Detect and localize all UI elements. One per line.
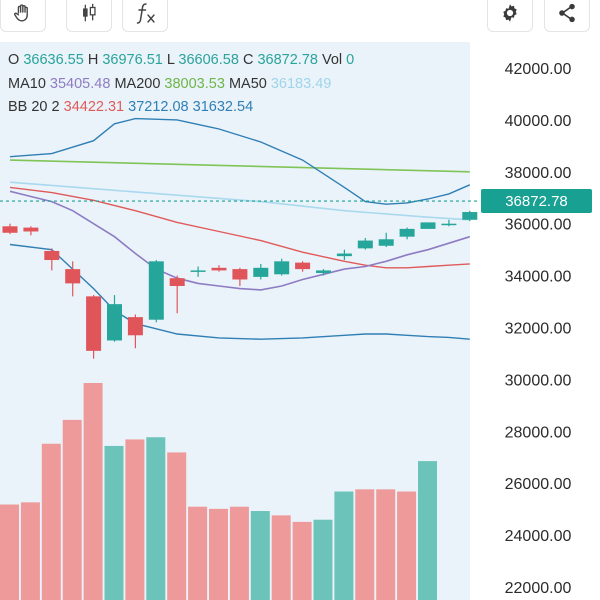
- candle-body: [378, 239, 394, 246]
- bb-lower-value: 31632.54: [192, 99, 254, 115]
- candle-body: [107, 304, 122, 341]
- bb-lower-line: [9, 243, 470, 340]
- candle-body: [253, 267, 269, 277]
- open-value: 36636.55: [23, 52, 84, 68]
- hand-tool-button[interactable]: [0, 0, 46, 32]
- y-axis-label: 24000.00: [505, 528, 572, 545]
- bb-upper-line: [9, 117, 471, 205]
- y-axis-label: 36000.00: [505, 217, 572, 234]
- settings-button[interactable]: [487, 0, 533, 32]
- candle-body: [420, 222, 436, 229]
- hand-icon: [14, 3, 28, 21]
- open-label: O: [8, 52, 20, 68]
- candlestick-tool-button[interactable]: [66, 0, 112, 32]
- ma200-label: MA200: [114, 76, 161, 92]
- volume-bar: [271, 515, 291, 600]
- share-button[interactable]: [544, 0, 590, 32]
- high-value: 36976.51: [102, 52, 163, 68]
- volume-bar: [397, 491, 417, 600]
- vol-label: Vol: [321, 52, 343, 68]
- candle-body: [169, 278, 185, 286]
- bb-mid-line: [9, 186, 470, 269]
- candlestick-icon: [83, 3, 96, 21]
- candle-body: [211, 267, 227, 271]
- y-axis-label: 40000.00: [505, 113, 572, 130]
- ma10-label: MA10: [8, 76, 46, 92]
- ma10-line: [9, 190, 471, 291]
- function-icon: [136, 2, 155, 24]
- volume-bar: [418, 461, 437, 600]
- volume-bar: [250, 511, 270, 600]
- candle-body: [148, 261, 164, 320]
- bb-upper-value: 37212.08: [128, 99, 189, 115]
- bb-label: BB 20 2: [8, 99, 60, 115]
- volume-bar: [355, 489, 375, 600]
- candle-body: [316, 270, 331, 274]
- candle-body: [336, 253, 352, 257]
- close-value: 36872.78: [257, 52, 318, 68]
- y-axis-label: 22000.00: [505, 580, 572, 597]
- volume-bar: [209, 508, 228, 600]
- volume-bar: [0, 504, 19, 600]
- candle-body: [2, 226, 18, 233]
- candle-body: [462, 212, 478, 220]
- candle-body: [23, 227, 39, 232]
- low-label: L: [166, 52, 175, 68]
- candle-body: [190, 270, 206, 272]
- volume-bar: [188, 506, 208, 600]
- candle-body: [357, 240, 373, 249]
- ma50-value: 36183.49: [270, 76, 332, 92]
- y-axis-label: 30000.00: [505, 372, 572, 389]
- gear-icon: [503, 3, 517, 22]
- candle-body: [44, 250, 60, 261]
- volume-bar: [125, 439, 145, 600]
- volume-bar: [83, 383, 103, 600]
- ma200-line: [9, 159, 470, 173]
- candle-body: [86, 296, 102, 351]
- ma50-label: MA50: [228, 76, 267, 92]
- y-axis-label: 42000.00: [505, 61, 572, 78]
- volume-bar: [167, 452, 187, 600]
- volume-bar: [334, 491, 354, 600]
- volume-bar: [376, 489, 396, 600]
- volume-bar: [146, 437, 166, 600]
- volume-bar: [292, 521, 312, 600]
- ma200-value: 38003.53: [164, 76, 225, 92]
- low-value: 36606.58: [178, 52, 239, 68]
- candle-body: [127, 317, 143, 336]
- y-axis-label: 34000.00: [505, 269, 572, 286]
- volume-bar: [20, 502, 40, 600]
- volume-bar: [313, 519, 333, 600]
- vol-value: 0: [346, 52, 355, 68]
- volume-bar: [104, 445, 124, 600]
- volume-bar: [41, 443, 61, 600]
- ma-line: MA10 35405.48 MA200 38003.53 MA50 36183.…: [8, 76, 331, 92]
- volume-bar: [229, 506, 249, 600]
- ohlc-line: O 36636.55 H 36976.51 L 36606.58 C 36872…: [8, 52, 354, 68]
- candle-body: [295, 262, 311, 270]
- ma10-value: 35405.48: [49, 76, 111, 92]
- bb-mid-value: 34422.31: [63, 99, 125, 115]
- close-label: C: [242, 52, 254, 68]
- high-label: H: [87, 52, 99, 68]
- bb-line: BB 20 2 34422.31 37212.08 31632.54: [8, 99, 253, 115]
- share-icon: [559, 3, 575, 22]
- candle-body: [65, 269, 81, 284]
- y-axis-label: 38000.00: [505, 165, 572, 182]
- volume-bar: [62, 419, 82, 600]
- candle-body: [232, 269, 248, 280]
- y-axis-label: 28000.00: [505, 424, 572, 441]
- y-axis-label: 32000.00: [505, 321, 572, 338]
- y-axis-label: 26000.00: [505, 476, 572, 493]
- function-tool-button[interactable]: [122, 0, 168, 32]
- candle-body: [399, 228, 415, 237]
- last-price-tag: 36872.78: [481, 189, 592, 213]
- candle-body: [274, 261, 290, 275]
- candle-body: [441, 223, 457, 226]
